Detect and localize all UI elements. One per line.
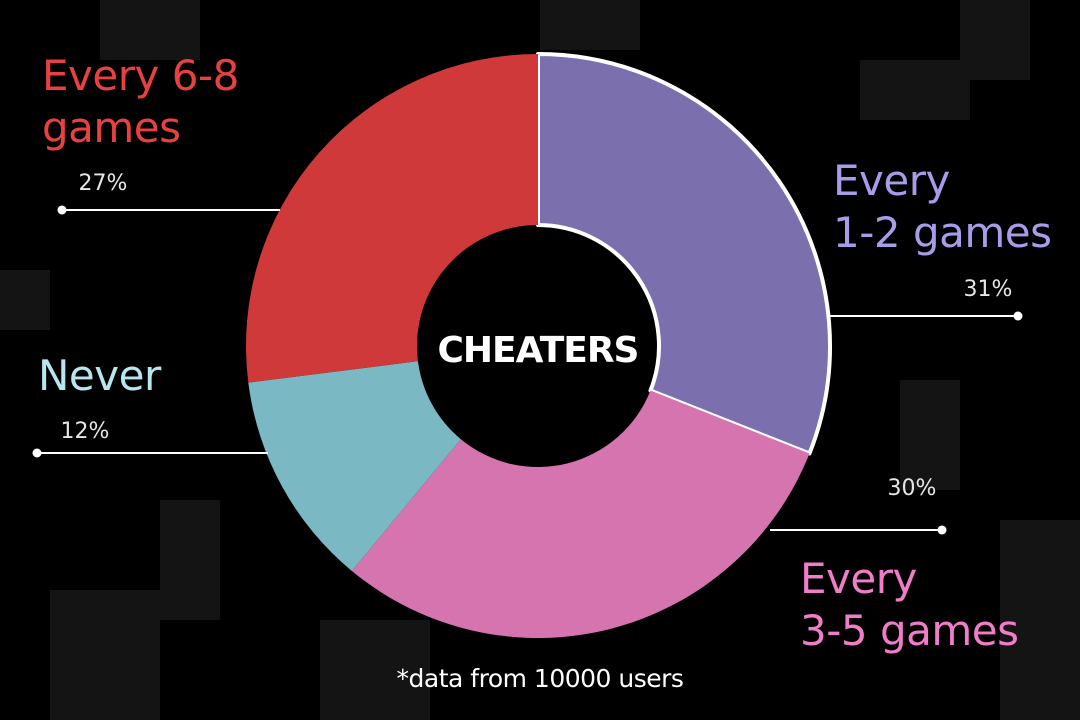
category-label: Every 1-2 games — [833, 156, 1052, 257]
donut-slice — [245, 54, 538, 383]
category-label: Never — [38, 351, 161, 400]
value-label: 27% — [79, 171, 128, 196]
value-label: 31% — [964, 277, 1013, 302]
leader-dot — [937, 525, 947, 535]
leader-dot — [32, 448, 42, 458]
value-label: 12% — [61, 419, 110, 444]
leader-dot — [57, 205, 67, 215]
footnote: *data from 10000 users — [397, 664, 684, 693]
leader-dot — [1013, 311, 1023, 321]
category-label: Every 3-5 games — [800, 554, 1019, 655]
donut-slice — [248, 361, 461, 571]
center-title: CHEATERS — [437, 330, 638, 371]
donut-slice — [351, 390, 810, 639]
category-label: Every 6-8 games — [42, 51, 239, 152]
donut-slice — [536, 52, 832, 456]
value-label: 30% — [888, 476, 937, 501]
